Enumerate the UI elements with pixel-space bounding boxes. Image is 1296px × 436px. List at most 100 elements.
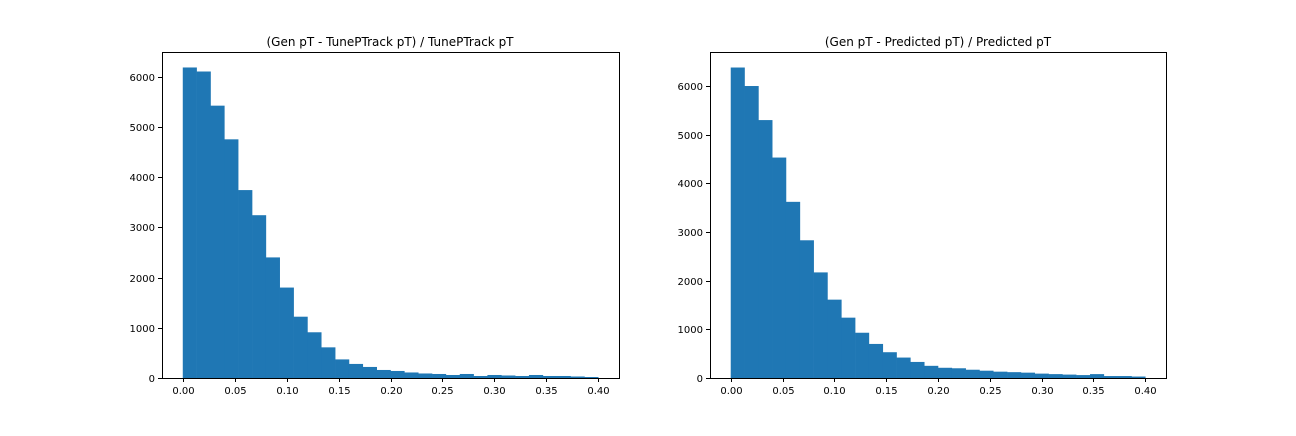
right-histogram-bar bbox=[868, 343, 884, 378]
left-histogram-bar bbox=[390, 370, 405, 378]
left-histogram-bar bbox=[196, 71, 211, 378]
left-x-tick-label: 0.25 bbox=[431, 386, 453, 397]
left-x-tick-label: 0.05 bbox=[224, 386, 246, 397]
left-y-tick-label: 5000 bbox=[130, 123, 155, 134]
right-histogram-bar bbox=[813, 272, 828, 378]
right-histogram-bar bbox=[993, 371, 1008, 378]
left-histogram-bar bbox=[335, 359, 350, 378]
left-histogram-bar bbox=[584, 377, 599, 378]
right-x-tick-label: 0.10 bbox=[823, 386, 845, 397]
left-histogram-bar bbox=[182, 67, 197, 378]
left-histogram-bar bbox=[528, 374, 544, 378]
left-x-tick-label: 0.35 bbox=[535, 386, 557, 397]
right-histogram-bar bbox=[951, 368, 966, 378]
left-histogram-bar bbox=[432, 373, 447, 378]
left-histogram-bar bbox=[376, 369, 391, 378]
right-histogram-title: (Gen pT - Predicted pT) / Predicted pT bbox=[825, 35, 1052, 49]
right-x-tick-label: 0.30 bbox=[1031, 386, 1053, 397]
right-histogram-bar bbox=[855, 332, 870, 378]
right-y-tick-label: 4000 bbox=[678, 179, 703, 190]
right-x-tick-label: 0.35 bbox=[1082, 386, 1104, 397]
left-x-tick-label: 0.30 bbox=[483, 386, 505, 397]
right-histogram-bar bbox=[1131, 376, 1146, 378]
left-x-tick-label: 0.40 bbox=[587, 386, 609, 397]
left-histogram-bar bbox=[404, 372, 419, 378]
left-y-tick-label: 0 bbox=[149, 374, 155, 385]
left-histogram-bar bbox=[556, 375, 571, 378]
right-y-tick-label: 5000 bbox=[678, 131, 703, 142]
right-x-tick-label: 0.25 bbox=[979, 386, 1001, 397]
right-histogram-bar bbox=[979, 370, 994, 378]
right-histogram-bar bbox=[965, 369, 980, 378]
left-histogram-bar bbox=[445, 374, 461, 378]
left-y-tick-label: 6000 bbox=[130, 73, 155, 84]
right-y-tick-label: 2000 bbox=[678, 277, 703, 288]
left-y-tick-label: 3000 bbox=[130, 223, 155, 234]
right-histogram-bar bbox=[1103, 376, 1118, 378]
right-histogram-bar bbox=[772, 157, 787, 378]
left-histogram-bar bbox=[418, 373, 433, 378]
right-y-tick-label: 3000 bbox=[678, 228, 703, 239]
right-histogram-bar bbox=[924, 365, 939, 378]
right-x-tick-label: 0.00 bbox=[720, 386, 742, 397]
right-histogram-bar bbox=[938, 367, 953, 378]
right-histogram-bar bbox=[1076, 375, 1091, 378]
right-x-tick-label: 0.15 bbox=[875, 386, 897, 397]
right-x-tick-label: 0.40 bbox=[1134, 386, 1156, 397]
right-histogram-bar bbox=[1007, 372, 1022, 378]
left-histogram-bar bbox=[362, 366, 377, 378]
left-x-tick-label: 0.10 bbox=[276, 386, 298, 397]
left-histogram-bar bbox=[542, 375, 557, 378]
left-y-tick-label: 4000 bbox=[130, 173, 155, 184]
left-histogram-bar bbox=[224, 139, 239, 378]
right-histogram-bar bbox=[910, 361, 925, 378]
right-histogram-bar bbox=[1117, 376, 1132, 378]
left-histogram-bar bbox=[570, 376, 585, 378]
left-histogram-bar bbox=[459, 373, 474, 378]
left-histogram-bar bbox=[265, 257, 280, 378]
right-histogram-bar bbox=[785, 201, 801, 378]
left-histogram-bar bbox=[515, 375, 530, 378]
left-histogram-bar bbox=[238, 190, 253, 378]
right-histogram-bar bbox=[1090, 374, 1105, 378]
left-histogram-bar bbox=[210, 105, 225, 378]
right-histogram-bar bbox=[730, 67, 745, 379]
right-histogram-bar bbox=[1048, 374, 1063, 378]
right-histogram-bar bbox=[827, 299, 842, 378]
left-histogram: (Gen pT - TunePTrack pT) / TunePTrack pT… bbox=[130, 35, 620, 397]
right-y-tick-label: 0 bbox=[697, 374, 703, 385]
left-x-tick-label: 0.15 bbox=[328, 386, 350, 397]
right-histogram-bar bbox=[841, 317, 856, 378]
right-histogram-bar bbox=[896, 357, 911, 378]
right-histogram-bar bbox=[882, 352, 897, 378]
left-x-tick-label: 0.20 bbox=[380, 386, 402, 397]
left-x-tick-label: 0.00 bbox=[172, 386, 194, 397]
left-histogram-bar bbox=[293, 316, 308, 378]
left-histogram-bar bbox=[348, 363, 364, 378]
left-histogram-bar bbox=[501, 375, 516, 378]
right-histogram-bars bbox=[730, 67, 1146, 379]
left-histogram-bar bbox=[321, 347, 336, 378]
left-histogram-bars bbox=[182, 67, 599, 378]
right-x-tick-label: 0.05 bbox=[772, 386, 794, 397]
right-x-tick-label: 0.20 bbox=[927, 386, 949, 397]
left-histogram-bar bbox=[487, 374, 502, 378]
right-histogram-bar bbox=[744, 86, 759, 379]
left-histogram-bar bbox=[252, 215, 267, 378]
right-histogram-bar bbox=[1062, 374, 1077, 378]
right-histogram: (Gen pT - Predicted pT) / Predicted pT 0… bbox=[678, 35, 1167, 397]
left-histogram-title: (Gen pT - TunePTrack pT) / TunePTrack pT bbox=[266, 35, 514, 49]
left-histogram-bar bbox=[307, 332, 322, 378]
left-histogram-bar bbox=[473, 375, 488, 378]
left-histogram-bar bbox=[279, 287, 294, 378]
left-y-tick-label: 1000 bbox=[130, 324, 155, 335]
right-histogram-bar bbox=[799, 240, 814, 378]
right-histogram-bar bbox=[1034, 373, 1049, 378]
right-histogram-bar bbox=[1020, 372, 1035, 378]
right-y-tick-label: 1000 bbox=[678, 325, 703, 336]
left-y-tick-label: 2000 bbox=[130, 274, 155, 285]
right-histogram-bar bbox=[758, 120, 773, 378]
right-y-tick-label: 6000 bbox=[678, 82, 703, 93]
